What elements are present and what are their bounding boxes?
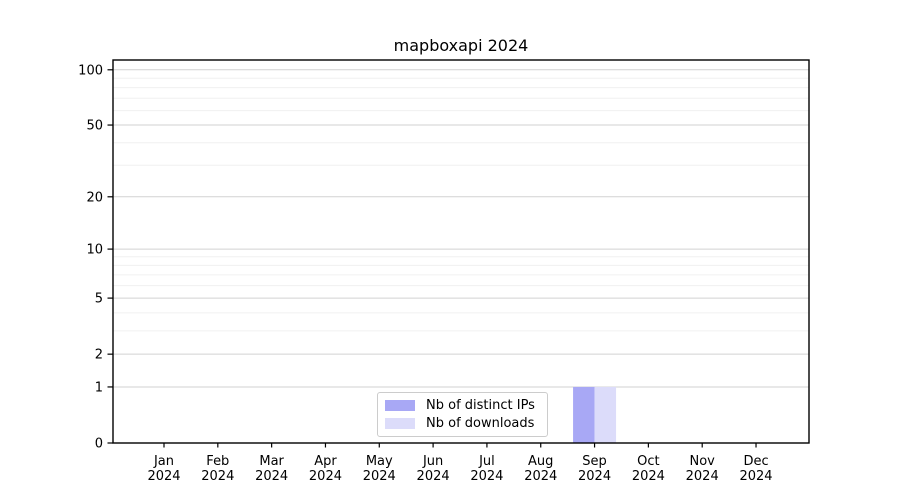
svg-text:May: May — [366, 454, 393, 469]
svg-text:2024: 2024 — [201, 469, 234, 484]
svg-text:Nov: Nov — [690, 454, 716, 469]
svg-text:2: 2 — [95, 348, 103, 363]
legend: Nb of distinct IPs Nb of downloads — [377, 392, 548, 437]
svg-text:50: 50 — [86, 119, 103, 134]
svg-text:Dec: Dec — [743, 454, 768, 469]
svg-text:2024: 2024 — [417, 469, 450, 484]
legend-item-distinct-ips: Nb of distinct IPs — [385, 398, 540, 413]
legend-label-distinct-ips: Nb of distinct IPs — [426, 398, 535, 413]
svg-text:2024: 2024 — [739, 469, 772, 484]
svg-text:2024: 2024 — [524, 469, 557, 484]
bar-Sep-1 — [594, 386, 617, 443]
svg-text:2024: 2024 — [632, 469, 665, 484]
svg-text:Jul: Jul — [478, 454, 495, 469]
bar-Sep-0 — [573, 386, 595, 443]
legend-swatch-downloads-icon — [385, 418, 415, 429]
svg-text:5: 5 — [95, 292, 103, 307]
svg-text:Feb: Feb — [206, 454, 229, 469]
legend-swatch-distinct-ips-icon — [385, 400, 415, 411]
svg-text:Aug: Aug — [528, 454, 553, 469]
svg-text:2024: 2024 — [686, 469, 719, 484]
svg-text:2024: 2024 — [147, 469, 180, 484]
svg-text:Jan: Jan — [153, 454, 174, 469]
svg-text:10: 10 — [86, 243, 103, 258]
svg-text:2024: 2024 — [363, 469, 396, 484]
svg-text:0: 0 — [95, 437, 103, 452]
svg-text:2024: 2024 — [470, 469, 503, 484]
svg-text:1: 1 — [95, 380, 103, 395]
chart-title: mapboxapi 2024 — [393, 36, 529, 55]
svg-text:2024: 2024 — [578, 469, 611, 484]
svg-text:Oct: Oct — [637, 454, 659, 469]
legend-label-downloads: Nb of downloads — [426, 416, 535, 431]
svg-text:Mar: Mar — [259, 454, 284, 469]
legend-item-downloads: Nb of downloads — [385, 416, 540, 431]
svg-text:2024: 2024 — [255, 469, 288, 484]
svg-text:20: 20 — [86, 190, 103, 205]
svg-text:2024: 2024 — [309, 469, 342, 484]
svg-text:Sep: Sep — [582, 454, 607, 469]
svg-text:Apr: Apr — [314, 454, 337, 469]
svg-text:Jun: Jun — [422, 454, 443, 469]
svg-text:100: 100 — [78, 63, 103, 78]
